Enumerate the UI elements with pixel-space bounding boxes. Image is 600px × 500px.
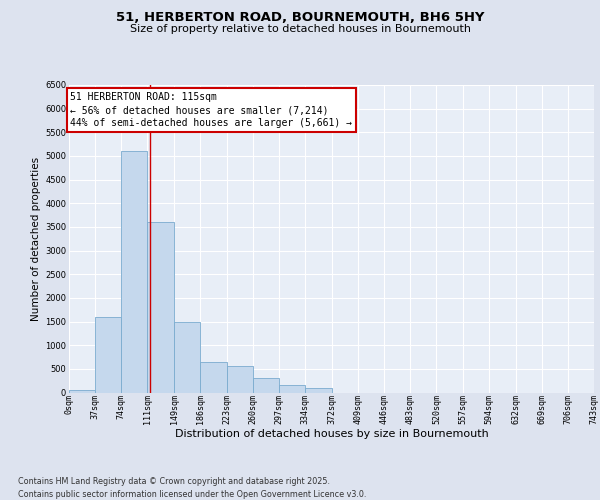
Text: Contains HM Land Registry data © Crown copyright and database right 2025.
Contai: Contains HM Land Registry data © Crown c… (18, 478, 367, 499)
Bar (174, 322, 200, 392)
Bar (95, 317, 121, 392)
Text: Size of property relative to detached houses in Bournemouth: Size of property relative to detached ho… (130, 24, 470, 34)
Bar (148, 222, 174, 392)
Text: 51, HERBERTON ROAD, BOURNEMOUTH, BH6 5HY: 51, HERBERTON ROAD, BOURNEMOUTH, BH6 5HY (116, 11, 484, 24)
Bar (69, 390, 95, 392)
X-axis label: Distribution of detached houses by size in Bournemouth: Distribution of detached houses by size … (175, 430, 488, 440)
Text: 51 HERBERTON ROAD: 115sqm
← 56% of detached houses are smaller (7,214)
44% of se: 51 HERBERTON ROAD: 115sqm ← 56% of detac… (70, 92, 352, 128)
Bar (279, 386, 305, 392)
Bar (227, 366, 253, 392)
Y-axis label: Number of detached properties: Number of detached properties (31, 156, 41, 321)
Bar (121, 151, 148, 392)
Bar (305, 388, 332, 392)
Bar (200, 362, 227, 392)
Bar (253, 378, 279, 392)
